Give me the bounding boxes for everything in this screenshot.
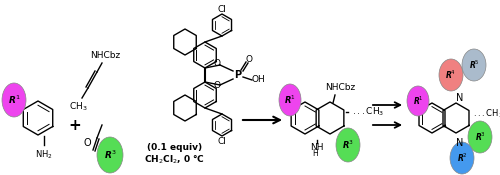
Text: O: O [214,82,220,90]
Text: $\mathit{...}$CH$_3$: $\mathit{...}$CH$_3$ [473,108,500,120]
Text: R$^3$: R$^3$ [474,131,486,143]
Ellipse shape [439,59,463,91]
Text: $\mathit{...}$CH$_3$: $\mathit{...}$CH$_3$ [352,106,384,118]
Text: R$^3$: R$^3$ [104,149,117,161]
Text: NH$_2$: NH$_2$ [35,149,53,161]
Text: CH$_2$Cl$_2$, 0 °C: CH$_2$Cl$_2$, 0 °C [144,154,206,166]
Text: +: + [68,117,82,132]
Ellipse shape [407,86,429,116]
Ellipse shape [97,137,123,173]
Text: R$^1$: R$^1$ [412,95,424,107]
Text: OH: OH [251,75,265,85]
Text: O: O [246,54,252,64]
Ellipse shape [468,121,492,153]
Text: R$^2$: R$^2$ [456,152,468,164]
Text: R$^4$: R$^4$ [446,69,456,81]
Text: N: N [456,138,464,148]
Ellipse shape [462,49,486,81]
Text: N: N [456,93,464,103]
Text: P: P [234,70,242,80]
Text: NHCbz: NHCbz [90,51,120,60]
Ellipse shape [2,83,26,117]
Text: R$^1$: R$^1$ [8,94,20,106]
Text: NH: NH [310,142,324,152]
Text: R$^3$: R$^3$ [342,139,354,151]
Text: NHCbz: NHCbz [325,83,355,93]
Ellipse shape [450,142,474,174]
Ellipse shape [279,84,301,116]
Text: R$^1$: R$^1$ [284,94,296,106]
Ellipse shape [336,128,360,162]
Text: H: H [312,149,318,158]
Text: Cl: Cl [218,5,226,13]
Text: O: O [214,60,220,68]
Text: O: O [84,138,91,148]
Text: (0.1 equiv): (0.1 equiv) [148,144,203,152]
Text: CH$_3$: CH$_3$ [68,101,87,113]
Text: Cl: Cl [218,136,226,145]
Text: R$^5$: R$^5$ [468,59,479,71]
